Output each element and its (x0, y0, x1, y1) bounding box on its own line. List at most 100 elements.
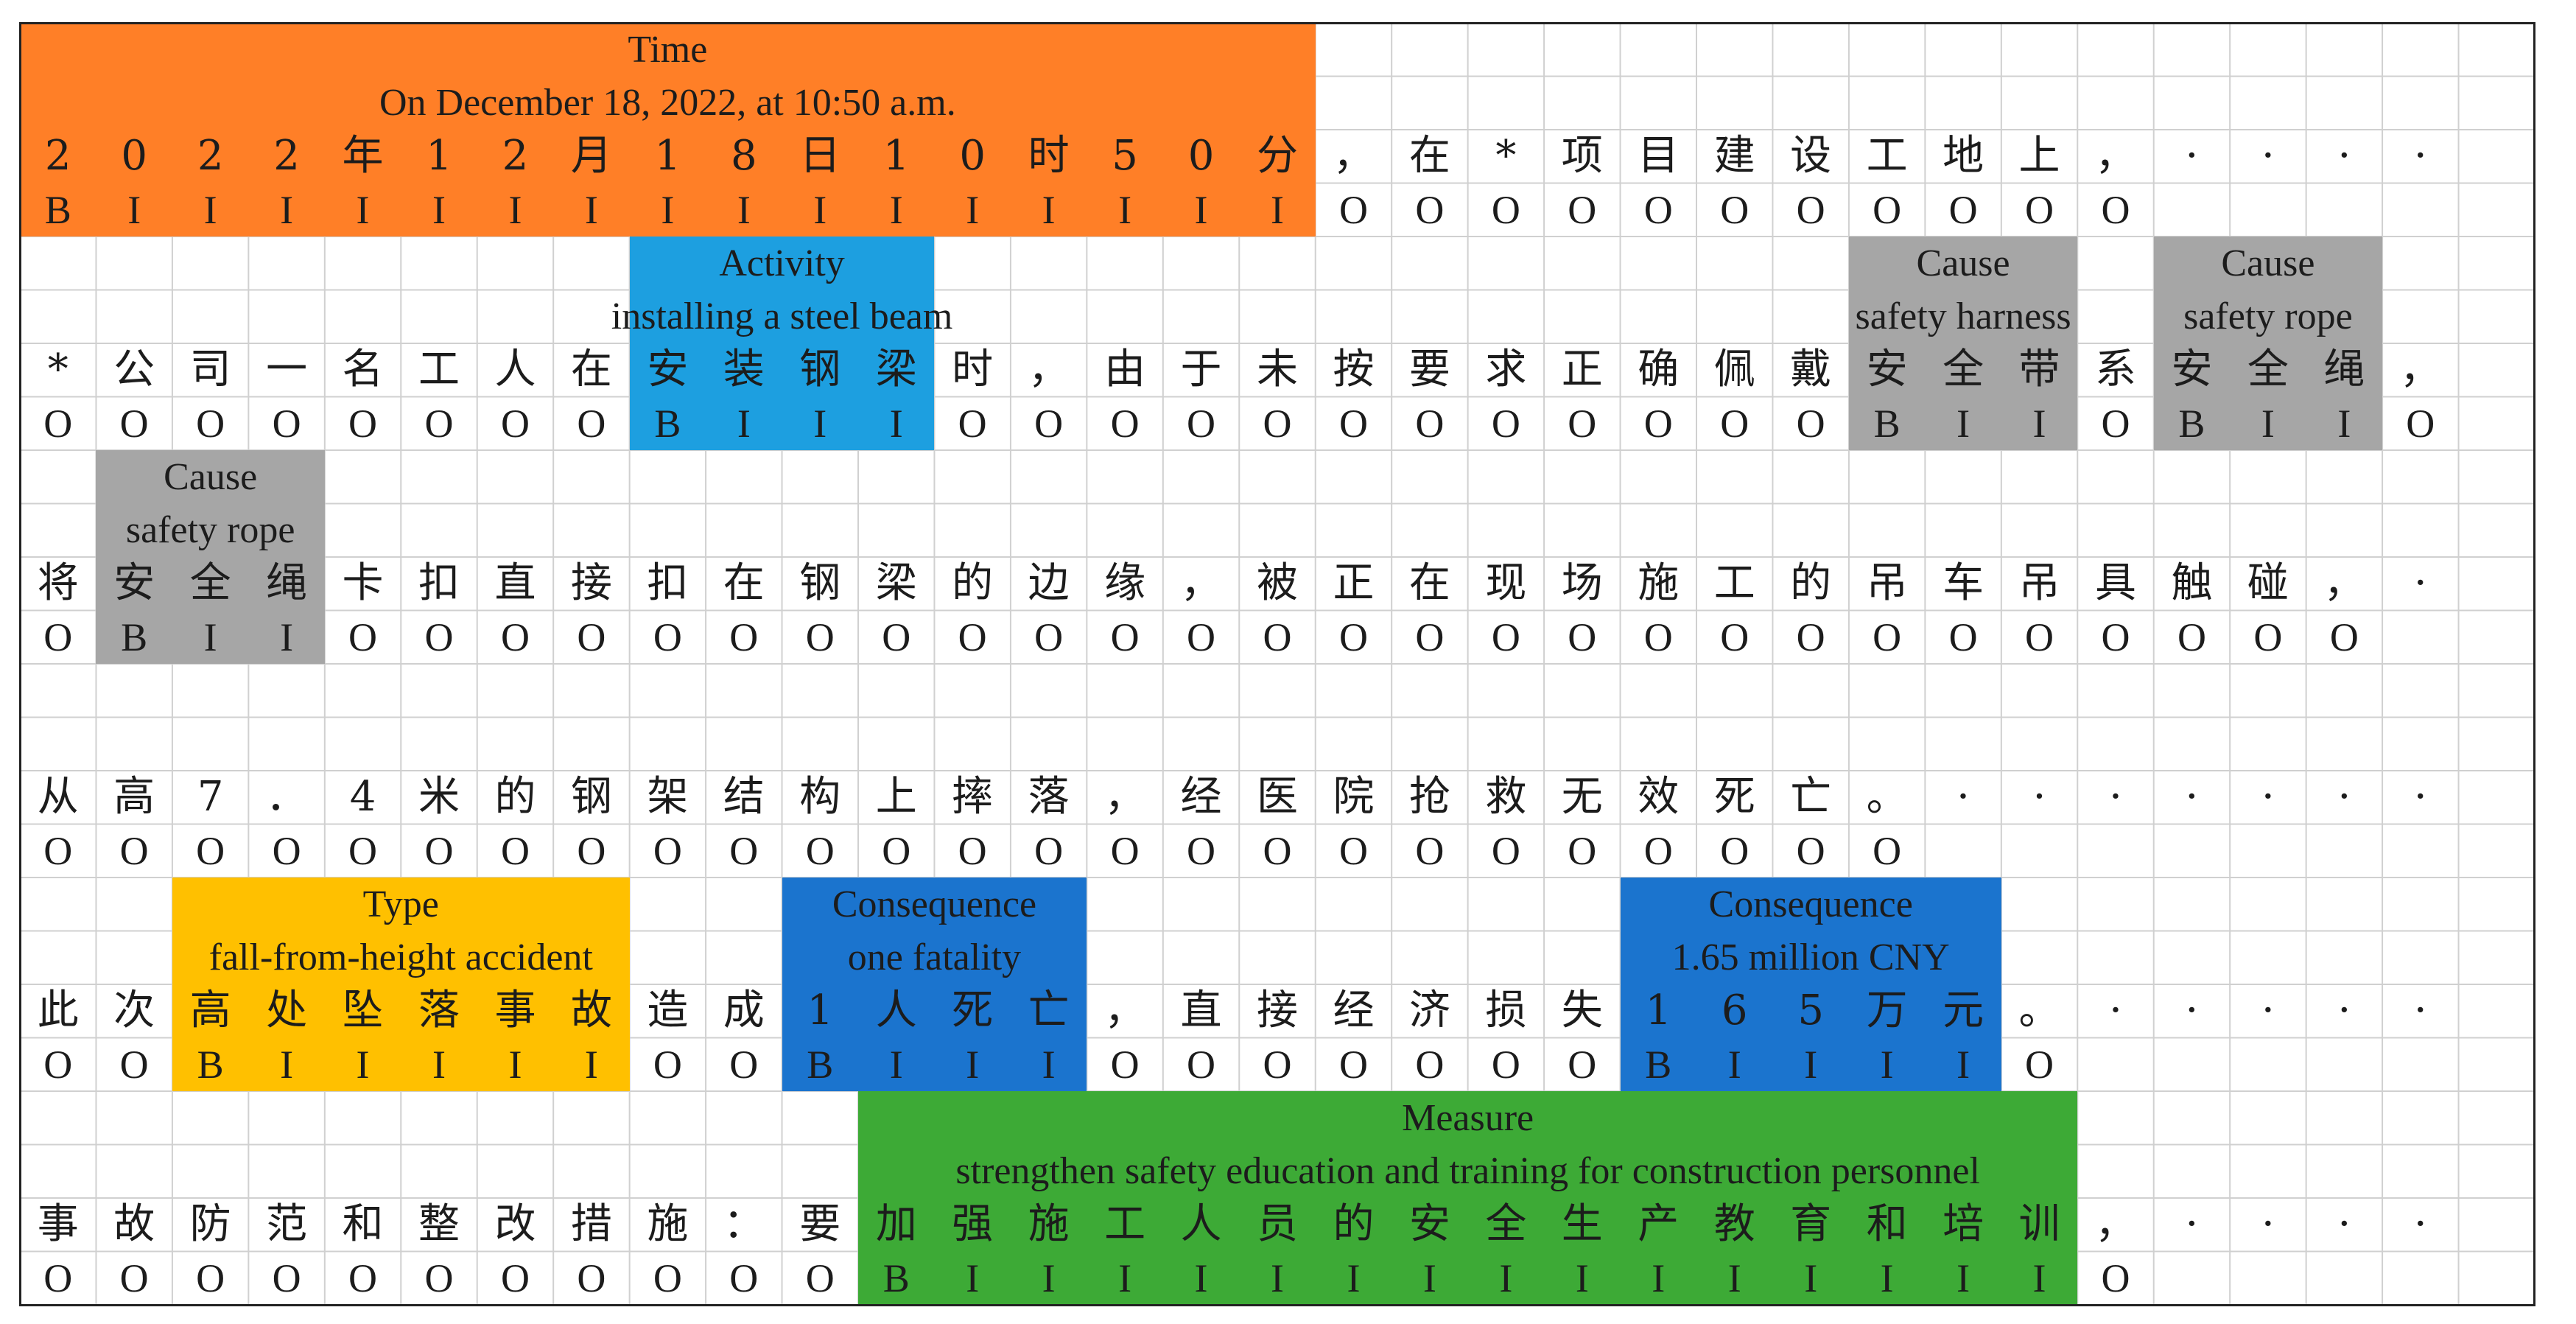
bio-tag: O (653, 1255, 682, 1300)
token-char: 。 (2018, 987, 2060, 1035)
bio-tag: I (2337, 401, 2351, 446)
bio-tag: O (1491, 614, 1520, 659)
token-char: 绳 (266, 559, 308, 608)
bio-tag: I (1042, 1042, 1056, 1087)
token-char: · (2185, 132, 2199, 181)
bio-tag: I (432, 1042, 446, 1087)
consequence-label-loss-highlight (1620, 878, 2001, 1091)
bio-tag: O (43, 828, 73, 873)
bio-tag: I (1194, 187, 1208, 232)
bio-tag: O (1720, 614, 1749, 659)
measure-label-title: Measure (1402, 1096, 1534, 1139)
bio-tag: I (280, 187, 294, 232)
bio-tag: O (805, 828, 835, 873)
bio-tag: O (1491, 1042, 1520, 1087)
token-char: 正 (1333, 559, 1375, 608)
token-char: 地 (1942, 132, 1984, 181)
token-char: · (2109, 773, 2122, 822)
token-char: 无 (1561, 773, 1603, 822)
token-char: 0 (121, 132, 147, 181)
token-char: 的 (1333, 1200, 1375, 1249)
token-char: 梁 (875, 559, 917, 608)
token-char: 5 (1112, 132, 1138, 181)
token-char: 一 (266, 346, 308, 394)
bio-tag: O (1491, 828, 1520, 873)
token-char: 被 (1256, 559, 1298, 608)
token-char: 万 (1866, 987, 1908, 1035)
bio-tag: I (1042, 1255, 1056, 1300)
cause-label-harness-text: safety harness (1855, 295, 2071, 338)
bio-tag: I (1575, 1255, 1589, 1300)
token-char: ， (1180, 559, 1222, 608)
bio-tag: I (1499, 1255, 1513, 1300)
bio-tag: O (653, 1042, 682, 1087)
bio-tag: O (348, 828, 378, 873)
bio-tag: O (958, 828, 987, 873)
token-char: 8 (730, 132, 757, 181)
token-char: 工 (1713, 559, 1755, 608)
token-char: 和 (1866, 1200, 1908, 1249)
bio-tag: I (1118, 187, 1132, 232)
token-char: 上 (875, 773, 917, 822)
token-char: 装 (723, 346, 765, 394)
token-char: 育 (1790, 1200, 1832, 1249)
token-char: 故 (113, 1200, 155, 1249)
bio-tag: O (958, 614, 987, 659)
activity-label-title: Activity (719, 242, 845, 284)
bio-tag: I (1422, 1255, 1436, 1300)
measure-label-highlight (858, 1091, 2078, 1305)
bio-tag: I (280, 1042, 294, 1087)
token-char: 施 (647, 1200, 689, 1249)
bio-tag: O (500, 614, 530, 659)
bio-tag: O (1568, 1042, 1597, 1087)
cause-label-rope-1-text: safety rope (2183, 295, 2353, 338)
token-char: 高 (189, 987, 231, 1035)
cause-label-rope-2-text: safety rope (125, 509, 295, 552)
bio-tag: O (1796, 828, 1825, 873)
token-char: 济 (1408, 987, 1450, 1035)
bio-tag: O (424, 401, 454, 446)
token-char: 死 (1713, 773, 1755, 822)
token-char: 全 (189, 559, 231, 608)
token-char: 失 (1561, 987, 1603, 1035)
token-char: 名 (342, 346, 384, 394)
token-char: · (2413, 987, 2427, 1035)
token-char: 结 (723, 773, 765, 822)
token-char: 全 (1942, 346, 1984, 394)
bio-tag: O (1034, 401, 1064, 446)
token-char: 产 (1638, 1200, 1680, 1249)
token-char: ， (1104, 987, 1146, 1035)
token-char: 确 (1638, 346, 1680, 394)
bio-tag: O (1720, 187, 1749, 232)
bio-tag: O (729, 828, 759, 873)
type-label-highlight (172, 878, 630, 1091)
bio-tag: B (807, 1042, 834, 1087)
token-char: ． (266, 773, 308, 822)
token-char: 钢 (799, 559, 841, 608)
bio-tag: O (2329, 614, 2359, 659)
token-char: 范 (266, 1200, 308, 1249)
bio-tag: O (348, 401, 378, 446)
bio-tag: I (813, 187, 827, 232)
token-char: 时 (952, 346, 994, 394)
bio-tag: O (577, 1255, 606, 1300)
bio-tag: I (2032, 1255, 2046, 1300)
bio-tag: O (805, 1255, 835, 1300)
token-char: 接 (1256, 987, 1298, 1035)
bio-tag: I (1042, 187, 1056, 232)
bio-tag: B (2178, 401, 2205, 446)
bio-tag: O (1034, 614, 1064, 659)
bio-tag: O (1873, 614, 1902, 659)
token-char: 吊 (2018, 559, 2060, 608)
bio-tag: I (356, 187, 370, 232)
bio-tag: I (203, 614, 217, 659)
token-char: 年 (342, 132, 384, 181)
bio-tag: I (1956, 401, 1970, 446)
token-char: · (2413, 132, 2427, 181)
bio-tag: O (2101, 401, 2130, 446)
token-char: · (2109, 987, 2122, 1035)
token-char: ， (1028, 346, 1070, 394)
token-char: · (2337, 987, 2351, 1035)
token-char: 接 (570, 559, 612, 608)
bio-tag: O (1187, 614, 1216, 659)
